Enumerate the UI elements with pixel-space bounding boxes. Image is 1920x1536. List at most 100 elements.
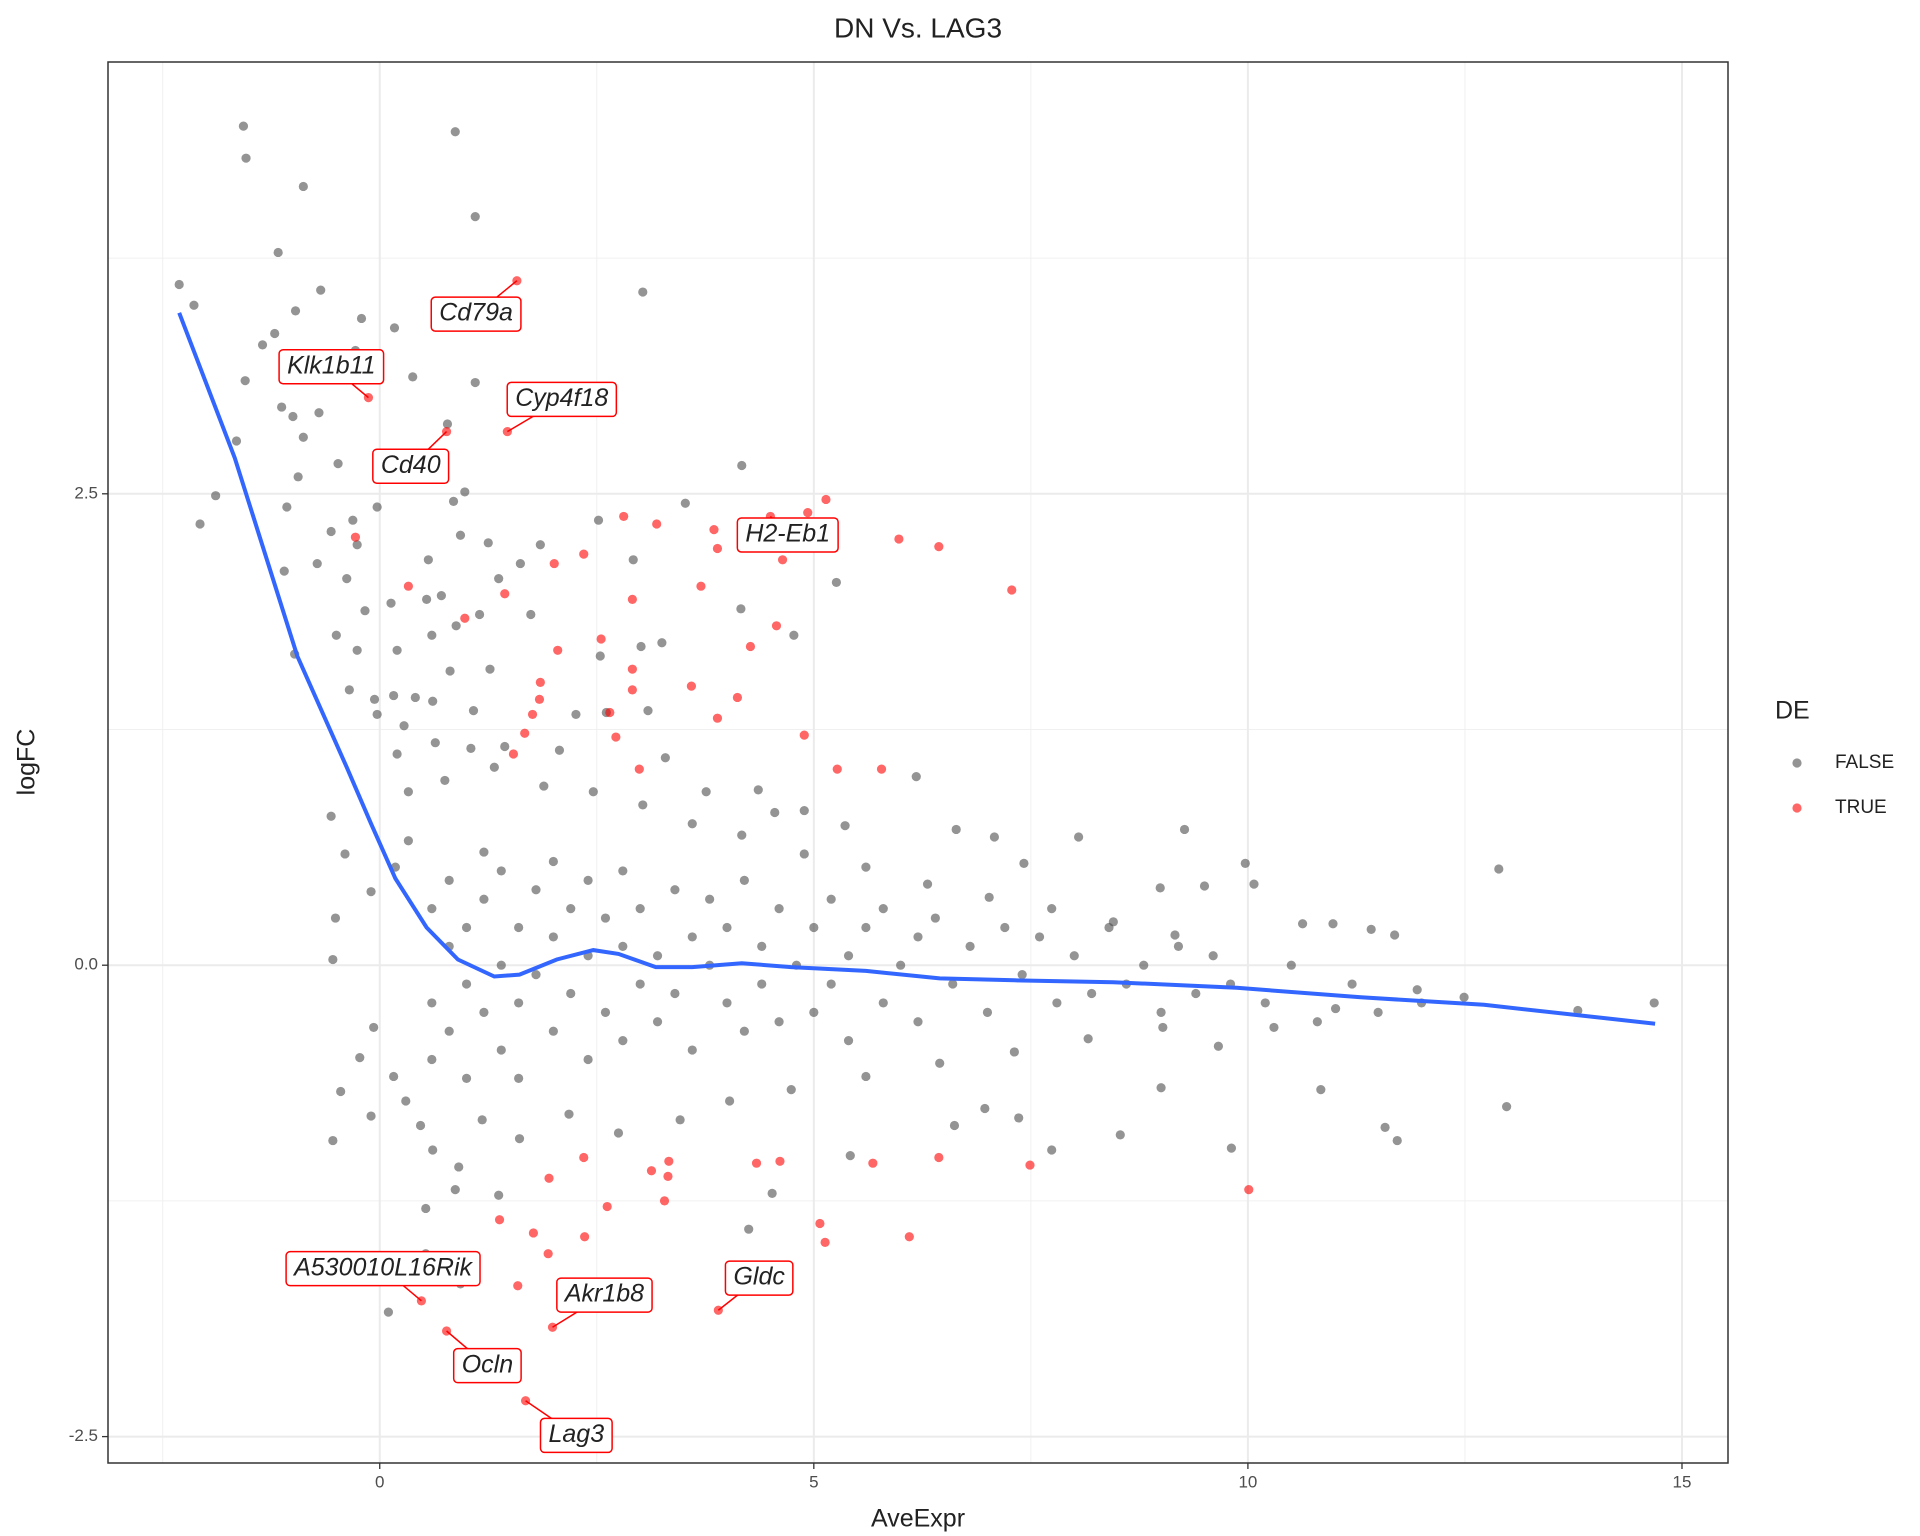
label-box	[724, 1260, 794, 1296]
point	[372, 709, 382, 720]
point	[369, 694, 380, 704]
point	[739, 1026, 749, 1036]
point	[935, 1058, 945, 1068]
point	[174, 279, 184, 290]
x-tick-label: 15	[1673, 1472, 1692, 1491]
point	[1373, 1007, 1383, 1017]
point	[1347, 979, 1357, 989]
label-box	[452, 1347, 522, 1384]
point	[722, 922, 732, 933]
label-text: Cd79a	[439, 299, 513, 327]
point	[1502, 1102, 1512, 1112]
point	[911, 772, 921, 782]
point	[913, 932, 923, 942]
point	[534, 694, 545, 704]
point	[595, 651, 605, 661]
point	[1047, 904, 1057, 914]
point	[1074, 832, 1084, 842]
point	[383, 1307, 394, 1317]
point	[701, 787, 711, 797]
point	[638, 800, 648, 810]
point	[1244, 1184, 1254, 1195]
point	[638, 287, 648, 297]
point	[861, 922, 871, 933]
point	[843, 951, 854, 961]
point	[687, 932, 697, 942]
point	[231, 436, 242, 446]
label-text: Cyp4f18	[515, 384, 608, 412]
point	[455, 530, 466, 540]
point	[422, 594, 432, 604]
point	[709, 525, 719, 535]
label-text: A530010L16Rik	[292, 1253, 473, 1281]
point	[336, 1086, 346, 1097]
point	[894, 534, 904, 544]
point	[777, 555, 788, 565]
point	[270, 328, 280, 339]
point	[922, 879, 933, 889]
label-box	[539, 1417, 613, 1454]
point	[1199, 881, 1210, 891]
point	[514, 998, 524, 1008]
point	[450, 1184, 460, 1195]
point	[596, 634, 606, 644]
gene-label: Ocln	[446, 1330, 522, 1384]
point	[356, 313, 367, 324]
point	[1014, 1113, 1024, 1123]
point	[774, 904, 784, 914]
point	[1494, 864, 1504, 874]
point	[652, 1017, 663, 1027]
point	[826, 894, 836, 904]
point	[1156, 1007, 1166, 1017]
point	[494, 1190, 504, 1200]
point	[1173, 941, 1184, 951]
point	[401, 1096, 411, 1106]
point	[314, 408, 324, 418]
point	[670, 885, 680, 895]
gene-label: Lag3	[525, 1400, 613, 1454]
point	[775, 1156, 785, 1166]
point	[485, 664, 495, 674]
panel-border	[107, 61, 1729, 1464]
point	[618, 941, 628, 951]
point	[732, 692, 743, 703]
y-tick-label: 0.0	[74, 955, 98, 974]
point	[1019, 858, 1029, 868]
point	[664, 1156, 674, 1166]
point	[444, 875, 454, 885]
point	[1330, 1003, 1341, 1014]
label-text: Klk1b11	[287, 351, 376, 379]
point	[527, 709, 538, 720]
label-box	[556, 1277, 653, 1313]
point	[579, 549, 589, 559]
point	[1158, 1022, 1168, 1033]
point	[1087, 988, 1097, 999]
point	[1286, 960, 1296, 970]
point	[474, 609, 485, 620]
point	[273, 247, 283, 258]
point	[350, 532, 361, 542]
label-text: Akr1b8	[563, 1280, 644, 1308]
point	[725, 1096, 735, 1106]
point	[408, 372, 418, 382]
point	[634, 764, 644, 774]
point	[618, 1036, 628, 1046]
point	[1459, 992, 1469, 1002]
gene-label: A530010L16Rik	[285, 1250, 481, 1302]
point	[611, 732, 621, 742]
point	[543, 1249, 553, 1259]
point	[389, 323, 400, 333]
label-box	[506, 381, 618, 418]
y-tick-label: -2.5	[69, 1426, 98, 1445]
point	[799, 849, 809, 859]
point	[600, 913, 611, 923]
gene-label: Cyp4f18	[506, 381, 618, 433]
point	[277, 402, 287, 412]
point	[461, 1073, 472, 1083]
point	[554, 745, 565, 755]
point	[832, 764, 842, 774]
gene-label: H2-Eb1	[736, 515, 839, 553]
point	[1312, 1017, 1322, 1027]
point	[288, 411, 298, 422]
